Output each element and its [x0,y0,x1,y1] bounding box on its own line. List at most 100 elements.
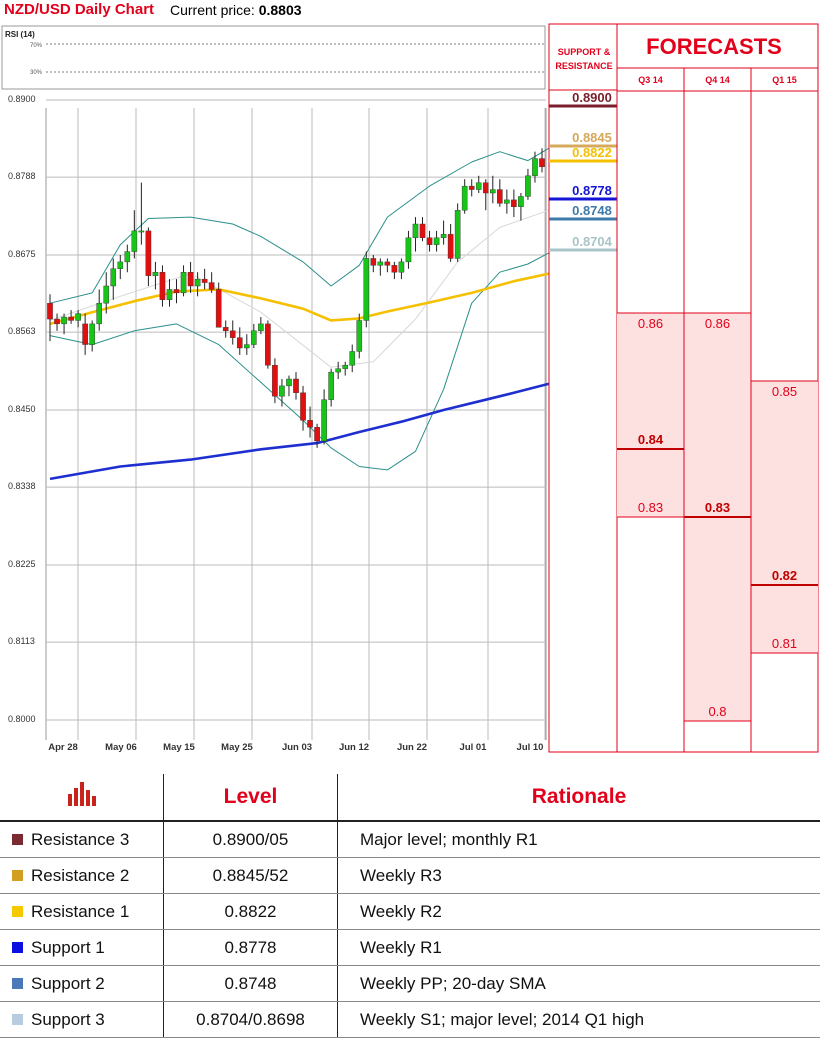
candle-body [229,330,236,338]
sr-level-label: 0.8778 [572,183,612,198]
level-name-cell: Resistance 1 [0,893,164,930]
level-name: Support 3 [31,1009,105,1029]
level-value: 0.8778 [163,929,338,966]
candle-body [82,323,88,345]
candle-body [349,351,356,366]
candle-body [61,316,67,325]
sr-level-label: 0.8704 [572,234,613,249]
x-tick-label: May 06 [105,742,137,753]
candle-body [518,196,524,207]
candle-body [377,261,384,266]
sma-short-line [49,272,550,326]
candle-body [145,230,152,276]
x-tick-label: Jul 10 [517,742,544,753]
current-price-label: Current price: [170,2,255,18]
level-name-cell: Resistance 3 [0,821,164,858]
candle-body [131,230,138,252]
candle-body [482,182,489,194]
level-value: 0.8845/52 [163,857,338,894]
bar-chart-icon [67,782,96,806]
level-rationale: Weekly R3 [337,857,820,894]
candle-body [272,365,278,397]
forecast-low-label: 0.83 [638,500,663,515]
levels-table: Level Rationale Resistance 3 0.8900/05 Maj… [0,774,820,1038]
candle-body [124,251,131,263]
rsi-label: RSI (14) [5,30,35,39]
forecast-high-label: 0.86 [705,316,730,331]
table-row: Resistance 3 0.8900/05 Major level; monthl… [0,821,820,858]
level-name: Resistance 3 [31,829,130,849]
y-tick-label: 0.8000 [8,714,36,724]
candle-body [243,344,250,349]
level-rationale: Weekly R2 [337,893,820,930]
candle-body [398,261,405,273]
rsi-panel: RSI (14) 70% 30% [1,25,546,90]
forecast-high-label: 0.86 [638,316,663,331]
candle-body [258,323,264,331]
forecasts-panel: FORECASTS Q3 14 Q4 14 Q1 15 0.86 0.84 0.83 0.86… [616,23,819,753]
sr-level-label: 0.8900 [572,90,612,105]
candle-body [138,230,145,233]
sma-long-line [49,382,550,481]
table-row: Support 3 0.8704/0.8698 Weekly S1; major l… [0,1001,820,1038]
rsi-frame [1,25,546,90]
forecast-low-label: 0.8 [708,704,726,719]
candle-body [447,234,454,259]
level-color-swatch [12,833,23,845]
candle-body [201,278,208,283]
y-tick-label: 0.8900 [8,94,36,104]
level-color-swatch [12,869,23,881]
level-color-swatch [12,941,23,953]
candle-body [490,189,496,194]
candle-body [300,392,306,421]
current-price-value: 0.8803 [258,2,302,18]
level-value: 0.8900/05 [163,821,338,858]
candle-body [152,272,159,276]
candle-body [539,158,545,168]
table-row: Support 1 0.8778 Weekly R1 [0,929,820,966]
current-price: Current price: 0.8803 [170,2,302,18]
candle-body [335,368,341,373]
table-icon-cell [0,774,164,822]
level-name: Support 1 [31,937,105,957]
forex-chart: RSI (14)70%30% 0.89000.87880.86750.85630… [0,23,819,756]
candle-body [511,199,517,207]
sr-level-label: 0.8845 [572,130,612,145]
candle-body [426,237,433,245]
candle-body [187,272,194,287]
candle-body [180,272,187,294]
candle-body [208,282,215,290]
forecast-median-label: 0.83 [705,500,730,515]
level-name: Support 2 [31,973,105,993]
candle-body [419,223,426,238]
x-tick-label: Apr 28 [48,742,78,753]
forecasts-title: FORECASTS [646,34,782,59]
y-tick-label: 0.8563 [8,326,36,336]
candle-body [363,258,370,321]
chart-header: NZD/USD Daily Chart Current price: 0.880… [0,0,548,22]
candle-body [173,289,180,294]
level-rationale: Weekly S1; major level; 2014 Q1 high [337,1001,820,1038]
y-tick-label: 0.8450 [8,404,36,414]
chart-title: NZD/USD Daily Chart [4,1,155,18]
rationale-header: Rationale [337,774,820,822]
level-name-cell: Support 1 [0,929,164,966]
table-row: Resistance 2 0.8845/52 Weekly R3 [0,857,820,894]
level-name-cell: Resistance 2 [0,857,164,894]
candle-body [117,261,124,269]
candle-body [391,265,398,273]
candle-body [307,420,313,428]
rsi-lower-label: 30% [30,70,43,76]
candle-body [497,189,503,204]
candle-body [293,378,299,393]
x-tick-label: Jun 12 [339,742,369,753]
price-panel-bg [0,92,546,756]
level-color-swatch [12,1013,23,1025]
candle-body [215,289,222,328]
candle-body [265,323,271,366]
rsi-upper-label: 70% [30,43,43,49]
level-name: Resistance 2 [31,865,130,885]
forecast-high-label: 0.85 [772,384,797,399]
forecast-median-label: 0.82 [772,568,797,583]
